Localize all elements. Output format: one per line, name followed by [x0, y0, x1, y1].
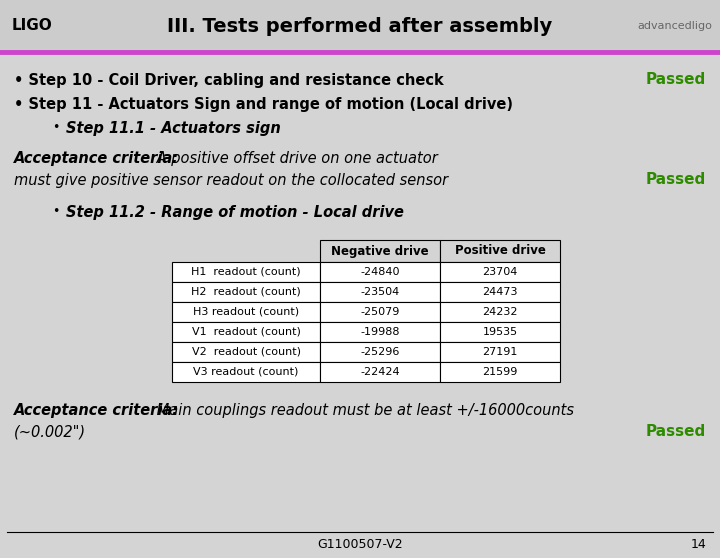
FancyBboxPatch shape: [320, 322, 440, 342]
Text: -24840: -24840: [360, 267, 400, 277]
FancyBboxPatch shape: [440, 322, 560, 342]
FancyBboxPatch shape: [440, 342, 560, 362]
Text: -25079: -25079: [360, 307, 400, 317]
Text: 24473: 24473: [482, 287, 518, 297]
FancyBboxPatch shape: [0, 0, 720, 52]
Text: •: •: [52, 122, 59, 134]
Text: Passed: Passed: [646, 425, 706, 440]
Text: 19535: 19535: [482, 327, 518, 337]
Text: must give positive sensor readout on the collocated sensor: must give positive sensor readout on the…: [14, 172, 448, 187]
Text: • Step 11 - Actuators Sign and range of motion (Local drive): • Step 11 - Actuators Sign and range of …: [14, 97, 513, 112]
FancyBboxPatch shape: [320, 342, 440, 362]
Text: Passed: Passed: [646, 172, 706, 187]
Text: 14: 14: [690, 538, 706, 551]
Text: -25296: -25296: [360, 347, 400, 357]
Text: • Step 10 - Coil Driver, cabling and resistance check: • Step 10 - Coil Driver, cabling and res…: [14, 73, 444, 88]
FancyBboxPatch shape: [172, 282, 320, 302]
Text: Main couplings readout must be at least +/-16000counts: Main couplings readout must be at least …: [152, 402, 574, 417]
Text: Positive drive: Positive drive: [454, 244, 546, 257]
FancyBboxPatch shape: [172, 362, 320, 382]
FancyBboxPatch shape: [440, 282, 560, 302]
Text: 23704: 23704: [482, 267, 518, 277]
Text: A positive offset drive on one actuator: A positive offset drive on one actuator: [152, 151, 438, 166]
Text: H2  readout (count): H2 readout (count): [191, 287, 301, 297]
Text: III. Tests performed after assembly: III. Tests performed after assembly: [167, 17, 553, 36]
Text: advancedligo: advancedligo: [637, 21, 712, 31]
Text: V3 readout (count): V3 readout (count): [193, 367, 299, 377]
Text: 21599: 21599: [482, 367, 518, 377]
Text: (~0.002"): (~0.002"): [14, 425, 86, 440]
Text: Step 11.1 - Actuators sign: Step 11.1 - Actuators sign: [66, 121, 281, 136]
FancyBboxPatch shape: [320, 262, 440, 282]
Text: Acceptance criteria:: Acceptance criteria:: [14, 151, 179, 166]
FancyBboxPatch shape: [440, 302, 560, 322]
Text: Passed: Passed: [646, 73, 706, 88]
Text: H3 readout (count): H3 readout (count): [193, 307, 299, 317]
Text: V2  readout (count): V2 readout (count): [192, 347, 300, 357]
Text: LIGO: LIGO: [12, 18, 53, 33]
FancyBboxPatch shape: [440, 262, 560, 282]
FancyBboxPatch shape: [172, 322, 320, 342]
Text: Step 11.2 - Range of motion - Local drive: Step 11.2 - Range of motion - Local driv…: [66, 204, 404, 219]
Text: 27191: 27191: [482, 347, 518, 357]
Text: Acceptance criteria:: Acceptance criteria:: [14, 402, 179, 417]
Text: G1100507-V2: G1100507-V2: [318, 538, 402, 551]
FancyBboxPatch shape: [320, 362, 440, 382]
Text: •: •: [52, 205, 59, 219]
FancyBboxPatch shape: [440, 240, 560, 262]
Text: -22424: -22424: [360, 367, 400, 377]
Text: -19988: -19988: [360, 327, 400, 337]
FancyBboxPatch shape: [172, 342, 320, 362]
Text: H1  readout (count): H1 readout (count): [192, 267, 301, 277]
Text: -23504: -23504: [361, 287, 400, 297]
FancyBboxPatch shape: [320, 240, 440, 262]
FancyBboxPatch shape: [172, 262, 320, 282]
Text: Negative drive: Negative drive: [331, 244, 429, 257]
FancyBboxPatch shape: [320, 282, 440, 302]
Text: 24232: 24232: [482, 307, 518, 317]
Text: V1  readout (count): V1 readout (count): [192, 327, 300, 337]
FancyBboxPatch shape: [320, 302, 440, 322]
FancyBboxPatch shape: [172, 302, 320, 322]
FancyBboxPatch shape: [440, 362, 560, 382]
